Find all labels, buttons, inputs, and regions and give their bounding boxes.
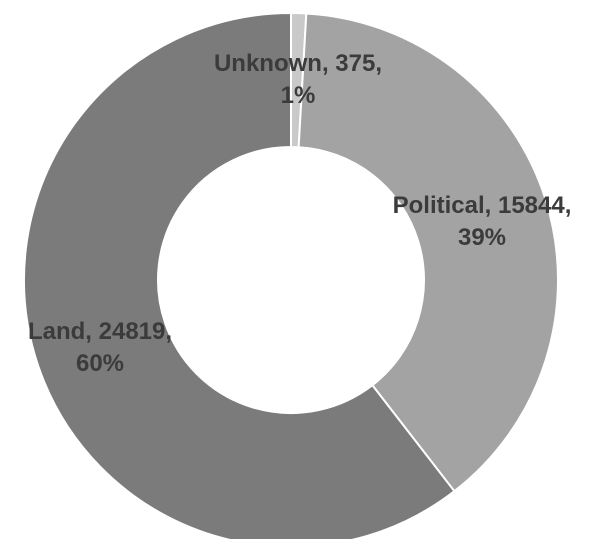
data-label-land-line2: 60% (75, 349, 125, 377)
slices-group (23, 11, 559, 539)
data-label-political: Political, 15844, 39% (368, 190, 596, 253)
data-label-unknown-line2: 1% (280, 81, 316, 109)
slice-land (23, 11, 456, 539)
data-label-unknown: Unknown, 375, 1% (184, 48, 412, 111)
data-label-unknown-line1: Unknown, 375, (213, 50, 383, 77)
data-label-land-line1: Land, 24819, (27, 318, 173, 345)
data-label-political-line2: 39% (457, 223, 507, 251)
slice-political (297, 12, 559, 493)
data-label-political-line1: Political, 15844, (392, 192, 572, 219)
data-label-land: Land, 24819, 60% (2, 316, 198, 379)
